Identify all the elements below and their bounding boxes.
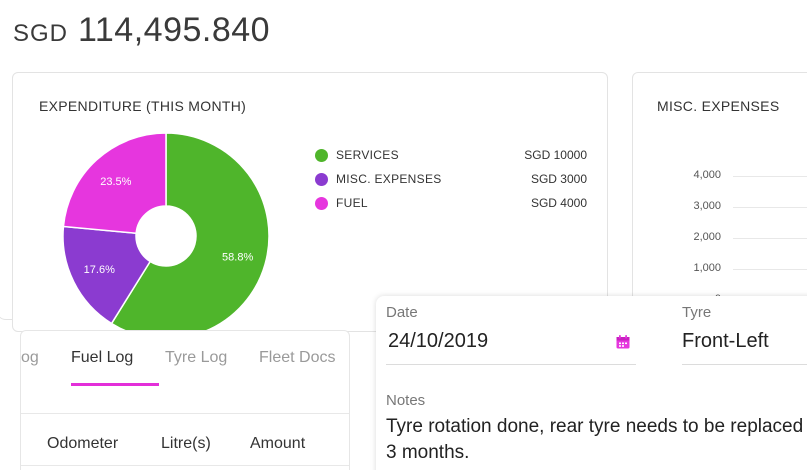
pie-slice-fuel[interactable] [63, 133, 167, 235]
gridline [733, 269, 807, 270]
pie-slice-label: 58.8% [222, 251, 253, 263]
pie-slice-label: 17.6% [84, 264, 115, 276]
expenditure-card: EXPENDITURE (THIS MONTH) 58.8% 17.6% 23.5%… [12, 72, 608, 332]
expenditure-pie-chart: 58.8% 17.6% 23.5% [63, 133, 269, 332]
total-currency: SGD [13, 20, 69, 47]
column-header-amount[interactable]: Amount [250, 435, 306, 452]
legend-label: FUEL [336, 196, 368, 210]
legend-item-services[interactable]: SERVICES SGD 10000 [315, 143, 587, 167]
legend-dot-misc [315, 172, 328, 186]
tyre-label: Tyre [682, 304, 712, 321]
y-tick-label: 4,000 [693, 169, 721, 181]
total-value: 114,495.840 [78, 11, 271, 49]
divider [21, 413, 349, 414]
misc-expenses-card: MISC. EXPENSES 4,000 3,000 2,000 1,000 0 [632, 72, 807, 332]
legend-value: SGD 10000 [524, 148, 587, 162]
legend-value: SGD 3000 [530, 172, 587, 186]
column-header-odometer[interactable]: Odometer [47, 435, 119, 452]
notes-field[interactable]: Tyre rotation done, rear tyre needs to b… [386, 416, 807, 463]
tyre-field-underline [682, 364, 807, 365]
expenditure-title: EXPENDITURE (THIS MONTH) [39, 98, 247, 114]
pie-slice-label: 23.5% [100, 176, 131, 188]
tab-fleet-docs[interactable]: Fleet Docs [259, 349, 336, 366]
misc-expenses-title: MISC. EXPENSES [657, 98, 780, 114]
date-label: Date [386, 304, 418, 321]
tyre-log-form: Date 24/10/2019 Tyre Front-Left Notes Ty… [376, 296, 807, 470]
divider [21, 465, 349, 466]
gridline [733, 238, 807, 239]
total-amount: SGD 114,495.840 [13, 11, 270, 51]
tyre-field[interactable]: Front-Left [682, 330, 769, 352]
log-tabs: og Fuel Log Tyre Log Fleet Docs [21, 331, 349, 385]
pie-slice-services[interactable] [110, 133, 269, 332]
gridline [733, 207, 807, 208]
y-tick-label: 1,000 [693, 262, 721, 274]
pie-slice-misc-expenses[interactable] [63, 225, 152, 325]
y-tick-label: 2,000 [693, 231, 721, 243]
legend-label: MISC. EXPENSES [336, 172, 442, 186]
legend-value: SGD 4000 [530, 196, 587, 210]
y-tick-label: 3,000 [693, 200, 721, 212]
active-tab-indicator [71, 383, 159, 386]
expenditure-legend: SERVICES SGD 10000 MISC. EXPENSES SGD 30… [315, 143, 587, 215]
tab-service-log[interactable]: og [21, 349, 39, 366]
log-tabs-card: og Fuel Log Tyre Log Fleet Docs Odometer… [20, 330, 350, 470]
legend-item-fuel[interactable]: FUEL SGD 4000 [315, 191, 587, 215]
gridline [733, 176, 807, 177]
legend-label: SERVICES [336, 148, 399, 162]
legend-dot-services [315, 148, 328, 162]
notes-label: Notes [386, 392, 426, 409]
date-field[interactable]: 24/10/2019 [388, 330, 489, 352]
column-header-litres[interactable]: Litre(s) [161, 435, 211, 452]
tab-tyre-log[interactable]: Tyre Log [165, 349, 228, 366]
legend-dot-fuel [315, 196, 328, 210]
date-field-underline [386, 364, 636, 365]
calendar-icon[interactable] [615, 334, 631, 350]
tab-fuel-log[interactable]: Fuel Log [71, 349, 134, 366]
legend-item-misc-expenses[interactable]: MISC. EXPENSES SGD 3000 [315, 167, 587, 191]
